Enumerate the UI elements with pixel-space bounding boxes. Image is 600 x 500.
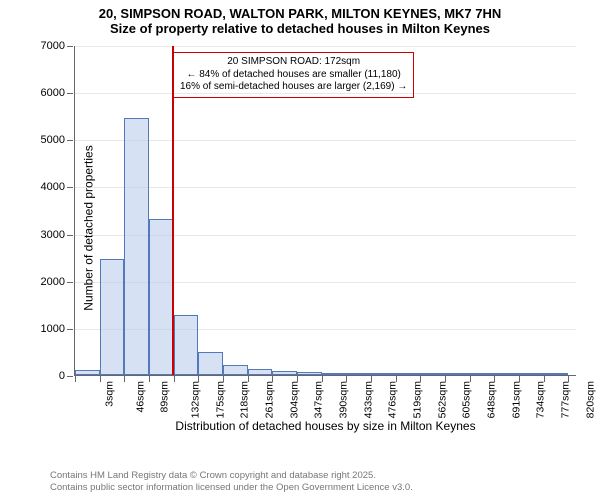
footer-attribution: Contains HM Land Registry data © Crown c… [50,470,413,494]
x-tick [223,376,224,382]
histogram-bar [322,373,347,375]
y-tick [67,235,73,236]
x-tick [297,376,298,382]
chart-title-line1: 20, SIMPSON ROAD, WALTON PARK, MILTON KE… [0,0,600,21]
histogram-bar [494,373,519,375]
x-tick-label: 347sqm [313,381,325,418]
y-tick [67,282,73,283]
x-tick-label: 218sqm [239,381,251,418]
x-tick [100,376,101,382]
x-tick [174,376,175,382]
x-tick-label: 132sqm [189,381,201,418]
y-tick [67,329,73,330]
histogram-bar [149,219,174,375]
x-tick-label: 605sqm [461,381,473,418]
x-tick-label: 820sqm [584,381,596,418]
x-tick-label: 261sqm [263,381,275,418]
callout-line2: ← 84% of detached houses are smaller (11… [180,69,407,82]
histogram-bar [445,373,470,375]
x-tick-label: 777sqm [559,381,571,418]
histogram-bar [346,373,371,375]
y-tick [67,93,73,94]
x-tick [568,376,569,382]
y-tick [67,46,73,47]
marker-callout: 20 SIMPSON ROAD: 172sqm ← 84% of detache… [173,52,414,98]
gridline [75,46,576,47]
histogram-bar [248,369,273,375]
y-tick-label: 1000 [41,323,65,335]
y-tick-label: 6000 [41,87,65,99]
x-tick-label: 89sqm [159,381,171,413]
x-tick [519,376,520,382]
y-tick [67,376,73,377]
y-tick-label: 0 [59,370,65,382]
x-tick-label: 304sqm [288,381,300,418]
y-tick [67,140,73,141]
histogram-bar [100,259,125,375]
x-tick-label: 476sqm [387,381,399,418]
x-tick [322,376,323,382]
y-tick-label: 5000 [41,134,65,146]
x-tick [346,376,347,382]
property-marker-line [172,46,174,375]
x-tick [371,376,372,382]
histogram-bar [124,118,149,375]
histogram-bar [470,373,495,375]
histogram-bar [272,371,297,375]
x-tick-label: 562sqm [436,381,448,418]
histogram-bar [223,365,248,375]
histogram-bar [519,373,544,375]
x-tick-label: 691sqm [510,381,522,418]
footer-line1: Contains HM Land Registry data © Crown c… [50,470,413,482]
x-tick-label: 175sqm [214,381,226,418]
histogram-bar [420,373,445,375]
gridline [75,187,576,188]
chart-container: Number of detached properties 20 SIMPSON… [48,46,576,410]
x-tick-label: 433sqm [362,381,374,418]
x-tick [248,376,249,382]
x-tick [75,376,76,382]
x-tick [124,376,125,382]
x-tick [494,376,495,382]
x-tick-label: 46sqm [134,381,146,413]
gridline [75,93,576,94]
x-tick-label: 734sqm [535,381,547,418]
y-tick-label: 7000 [41,40,65,52]
x-tick [470,376,471,382]
histogram-bar [75,370,100,375]
x-tick [396,376,397,382]
x-tick [445,376,446,382]
histogram-bar [198,352,223,375]
x-axis-label: Distribution of detached houses by size … [75,419,576,433]
callout-line1: 20 SIMPSON ROAD: 172sqm [180,56,407,69]
x-tick [544,376,545,382]
histogram-bar [297,372,322,375]
x-tick [149,376,150,382]
y-tick [67,187,73,188]
y-tick-label: 2000 [41,276,65,288]
histogram-bar [174,315,199,375]
chart-title-line2: Size of property relative to detached ho… [0,21,600,40]
x-tick [198,376,199,382]
histogram-bar [396,373,421,375]
gridline [75,140,576,141]
histogram-bar [544,373,569,375]
x-tick-label: 648sqm [485,381,497,418]
x-tick-label: 519sqm [411,381,423,418]
x-tick-label: 3sqm [104,381,116,407]
y-tick-label: 4000 [41,181,65,193]
x-tick [420,376,421,382]
x-tick [272,376,273,382]
plot-area: 20 SIMPSON ROAD: 172sqm ← 84% of detache… [74,46,576,376]
footer-line2: Contains public sector information licen… [50,482,413,494]
x-tick-label: 390sqm [337,381,349,418]
callout-line3: 16% of semi-detached houses are larger (… [180,81,407,94]
y-tick-label: 3000 [41,229,65,241]
histogram-bar [371,373,396,375]
